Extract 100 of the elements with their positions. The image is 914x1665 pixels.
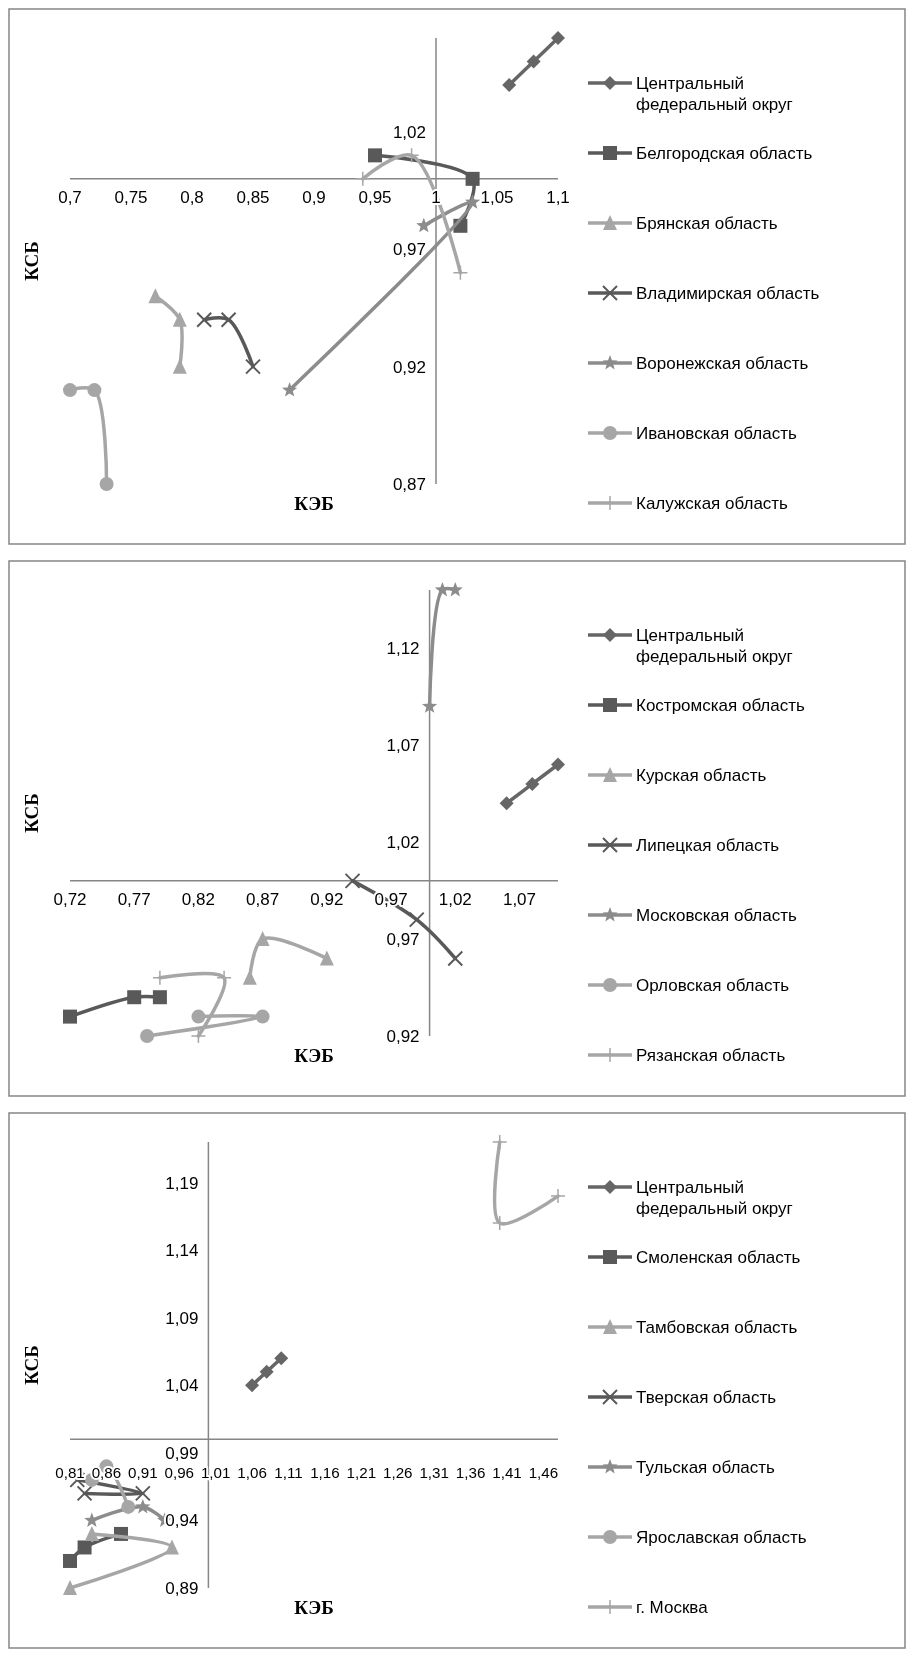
y-tick-label: 1,04 — [165, 1376, 199, 1396]
y-tick-label: 1,12 — [386, 639, 420, 659]
point — [245, 358, 261, 375]
y-tick-label: 0,97 — [386, 930, 420, 950]
point — [408, 911, 425, 928]
point — [121, 1499, 136, 1514]
x-tick-label: 0,86 — [91, 1464, 122, 1482]
x-tick-label: 1,41 — [492, 1464, 522, 1482]
legend-label: Тульская область — [636, 1458, 776, 1477]
legend-label: Ярославская область — [636, 1528, 807, 1547]
x-tick-label: 0,95 — [358, 187, 392, 207]
y-tick-label: 1,19 — [165, 1173, 199, 1193]
x-tick-label: 1,01 — [200, 1464, 231, 1482]
x-tick-label: 0,91 — [128, 1464, 158, 1482]
y-axis-title: КСБ — [21, 241, 42, 281]
x-tick-label: 1,21 — [346, 1464, 377, 1482]
point — [87, 383, 102, 398]
point — [368, 148, 382, 163]
point — [63, 1553, 77, 1568]
legend-label: Центральный федеральный округ — [636, 1178, 793, 1218]
legend-label: Орловская область — [636, 976, 790, 995]
point — [152, 970, 168, 986]
x-tick-label: 0,81 — [55, 1464, 85, 1482]
point — [255, 1009, 270, 1024]
point — [77, 1540, 92, 1555]
legend-label: Центральный федеральный округ — [636, 74, 793, 114]
legend-label: Владимирская область — [636, 284, 820, 303]
legend-label: Тамбовская область — [636, 1318, 798, 1337]
y-tick-label: 1,09 — [165, 1308, 199, 1328]
point — [245, 1378, 260, 1393]
legend-label: Брянская область — [636, 214, 778, 233]
y-tick-label: 0,99 — [165, 1443, 199, 1463]
legend-label: Липецкая область — [636, 836, 780, 855]
point — [550, 1188, 566, 1204]
point — [452, 264, 469, 281]
point — [319, 950, 334, 966]
y-axis-title: КСБ — [21, 1345, 42, 1385]
y-tick-label: 1,02 — [392, 122, 426, 142]
legend-label: Курская область — [636, 766, 767, 785]
point — [502, 77, 517, 92]
x-tick-label: 1,16 — [310, 1464, 340, 1482]
x-tick-label: 1 — [431, 187, 441, 207]
point — [416, 217, 432, 233]
point — [196, 311, 213, 328]
y-tick-label: 0,92 — [392, 357, 426, 377]
legend-label: Центральный федеральный округ — [636, 626, 793, 666]
point — [191, 1009, 206, 1024]
point — [127, 990, 142, 1005]
y-tick-label: 0,94 — [165, 1511, 199, 1531]
point — [464, 194, 481, 209]
point — [465, 171, 480, 186]
legend-label: Ивановская область — [636, 424, 797, 443]
x-axis-title: КЭБ — [294, 493, 334, 514]
x-tick-label: 0,7 — [58, 187, 82, 207]
point — [140, 1029, 155, 1043]
point — [344, 872, 361, 889]
point — [135, 1498, 151, 1514]
legend-label: г. Москва — [636, 1598, 709, 1617]
x-tick-label: 0,85 — [236, 187, 270, 207]
x-tick-label: 0,96 — [164, 1464, 194, 1482]
x-tick-label: 0,87 — [246, 889, 280, 909]
point — [63, 1580, 77, 1595]
x-tick-label: 0,72 — [53, 889, 87, 909]
y-tick-label: 0,97 — [392, 240, 426, 260]
x-tick-label: 1,02 — [438, 889, 472, 909]
y-tick-label: 1,07 — [386, 736, 420, 756]
x-tick-label: 1,31 — [419, 1464, 449, 1482]
x-axis-title: КЭБ — [294, 1045, 334, 1066]
x-tick-label: 1,26 — [383, 1464, 413, 1482]
point — [551, 757, 565, 772]
x-tick-label: 1,46 — [528, 1464, 559, 1482]
legend-label: Московская область — [636, 906, 798, 925]
point — [281, 382, 298, 397]
point — [76, 1485, 93, 1502]
point — [134, 1485, 151, 1502]
point — [148, 288, 163, 304]
point — [499, 796, 514, 811]
point — [216, 970, 232, 986]
x-tick-label: 0,82 — [181, 889, 215, 909]
x-tick-label: 1,06 — [237, 1464, 267, 1482]
x-tick-label: 0,77 — [117, 889, 151, 909]
point — [255, 931, 270, 947]
point — [551, 31, 565, 45]
point — [355, 171, 371, 187]
legend-label: Белгородская область — [636, 144, 813, 163]
x-tick-label: 1,36 — [455, 1464, 486, 1482]
y-tick-label: 0,92 — [386, 1027, 420, 1046]
point — [99, 477, 114, 491]
legend-label: Костромская область — [636, 696, 806, 715]
point — [84, 1525, 99, 1541]
x-axis-title: КЭБ — [294, 1597, 334, 1618]
point — [491, 1134, 508, 1150]
point — [274, 1351, 289, 1366]
x-tick-label: 0,75 — [114, 187, 148, 207]
y-tick-label: 0,89 — [165, 1579, 199, 1598]
x-tick-label: 1,11 — [274, 1464, 303, 1482]
point — [190, 1028, 207, 1044]
x-tick-label: 0,92 — [310, 889, 344, 909]
legend-label: Смоленская область — [636, 1248, 801, 1267]
point — [172, 311, 187, 327]
